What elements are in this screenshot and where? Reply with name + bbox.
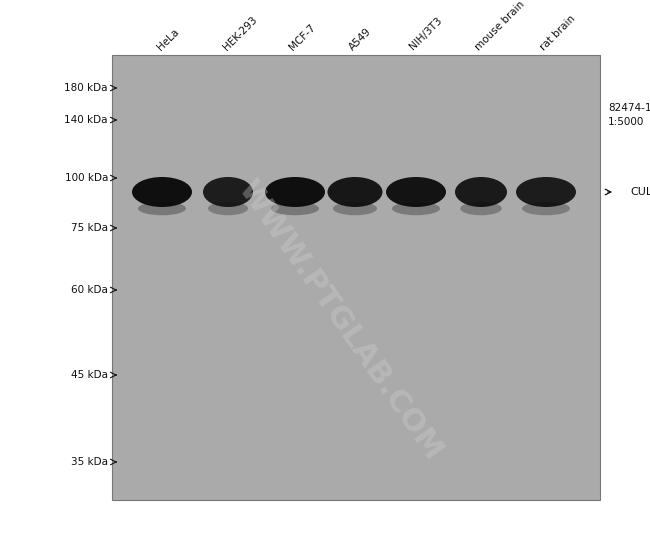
- Ellipse shape: [516, 177, 576, 207]
- Text: rat brain: rat brain: [538, 13, 577, 52]
- Ellipse shape: [138, 202, 186, 215]
- Ellipse shape: [460, 202, 502, 215]
- Ellipse shape: [455, 177, 507, 207]
- Text: 45 kDa: 45 kDa: [71, 370, 108, 380]
- Text: HEK-293: HEK-293: [221, 14, 259, 52]
- Bar: [112, 55, 600, 500]
- Ellipse shape: [522, 202, 570, 215]
- Text: MCF-7: MCF-7: [287, 22, 317, 52]
- Text: WWW.PTGLAB.COM: WWW.PTGLAB.COM: [232, 175, 448, 465]
- Text: NIH/3T3: NIH/3T3: [408, 15, 445, 52]
- Text: 180 kDa: 180 kDa: [64, 83, 108, 93]
- Ellipse shape: [392, 202, 440, 215]
- Text: HeLa: HeLa: [155, 26, 181, 52]
- Ellipse shape: [333, 202, 377, 215]
- Ellipse shape: [265, 177, 325, 207]
- Text: 140 kDa: 140 kDa: [64, 115, 108, 125]
- Ellipse shape: [328, 177, 382, 207]
- Ellipse shape: [208, 202, 248, 215]
- Ellipse shape: [203, 177, 253, 207]
- Text: 82474-1-RR
1:5000: 82474-1-RR 1:5000: [608, 104, 650, 127]
- Text: 75 kDa: 75 kDa: [71, 223, 108, 233]
- Text: A549: A549: [347, 26, 373, 52]
- Ellipse shape: [386, 177, 446, 207]
- Ellipse shape: [271, 202, 319, 215]
- Text: 35 kDa: 35 kDa: [71, 457, 108, 467]
- Text: CUL1: CUL1: [630, 187, 650, 197]
- Ellipse shape: [132, 177, 192, 207]
- Text: 100 kDa: 100 kDa: [64, 173, 108, 183]
- Text: mouse brain: mouse brain: [473, 0, 526, 52]
- Text: 60 kDa: 60 kDa: [71, 285, 108, 295]
